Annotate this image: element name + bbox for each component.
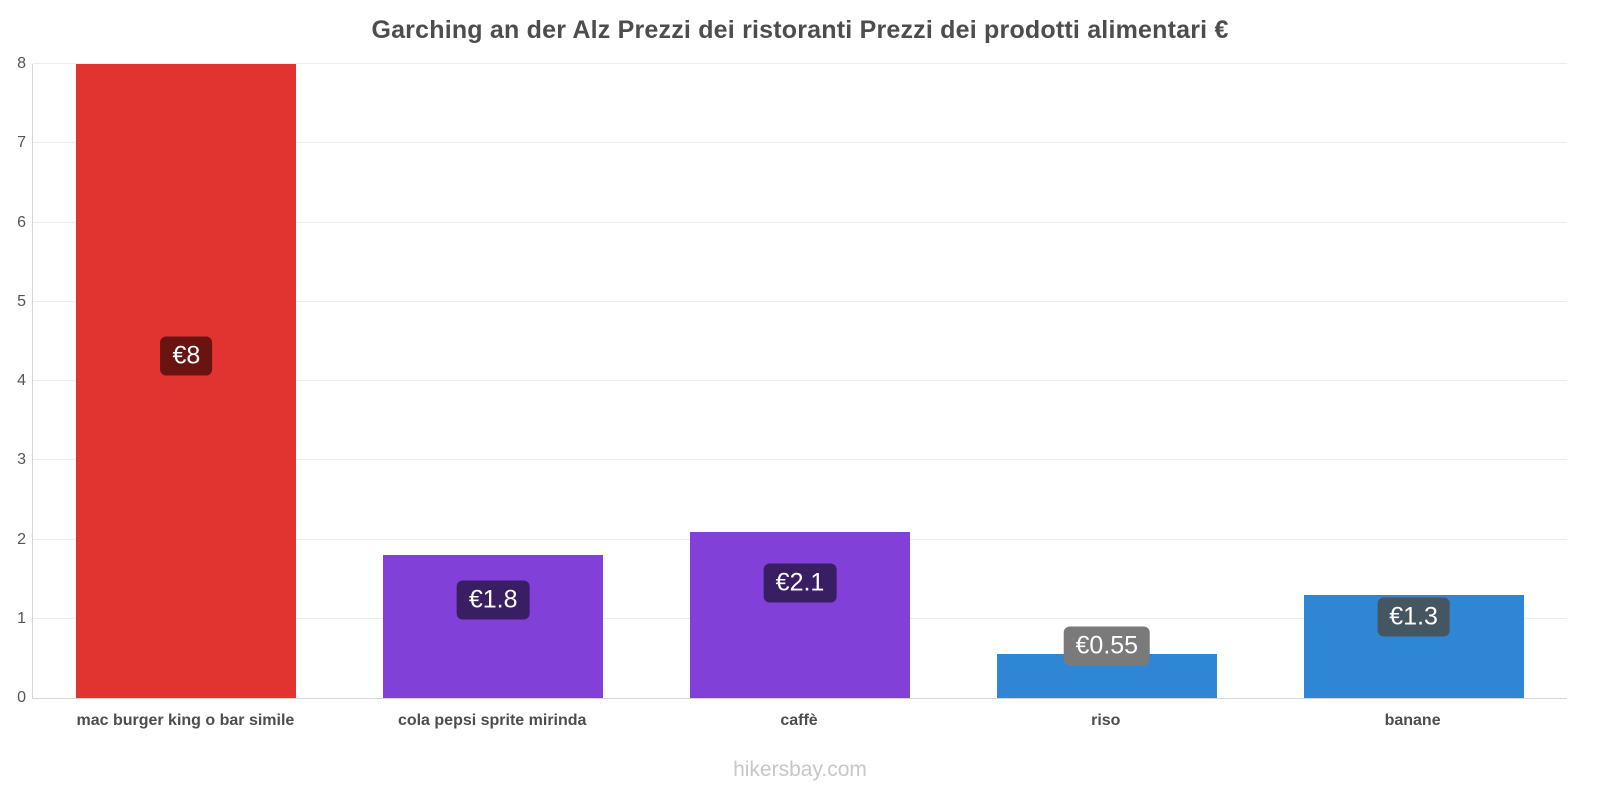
bar-value-label: €1.3 xyxy=(1377,597,1450,637)
y-axis-tick-label: 7 xyxy=(17,134,26,152)
bar-1 xyxy=(76,64,297,698)
gridline xyxy=(33,459,1567,461)
gridline xyxy=(33,300,1567,302)
gridline xyxy=(33,221,1567,223)
y-axis-tick-label: 6 xyxy=(17,213,26,231)
chart-title: Garching an der Alz Prezzi dei ristorant… xyxy=(371,16,1229,44)
x-category-label: riso xyxy=(1091,712,1121,729)
y-axis-tick-label: 2 xyxy=(17,530,26,548)
footer: hikersbay.com xyxy=(0,758,1600,782)
y-axis-tick-label: 0 xyxy=(17,689,26,706)
x-category-label: cola pepsi sprite mirinda xyxy=(397,712,587,729)
x-category-label: caffè xyxy=(780,712,818,729)
bar-value-label: €8 xyxy=(160,336,213,376)
footer-link[interactable]: hikersbay.com xyxy=(733,758,867,781)
x-category-label: mac burger king o bar simile xyxy=(76,712,295,729)
bar-value-label: €1.8 xyxy=(456,580,530,620)
y-axis-tick-label: 4 xyxy=(17,372,26,389)
bar-3 xyxy=(690,531,910,698)
bar-value-label: €2.1 xyxy=(763,563,837,603)
bar-2 xyxy=(383,555,604,698)
y-axis-tick-label: 3 xyxy=(17,451,26,469)
gridline xyxy=(33,380,1567,381)
gridline xyxy=(33,142,1567,144)
y-axis-tick-label: 5 xyxy=(17,292,26,310)
y-axis-tick-label: 8 xyxy=(17,55,26,72)
x-category-label: banane xyxy=(1384,712,1441,729)
y-axis-tick-label: 1 xyxy=(17,609,26,627)
bar-value-label: €0.55 xyxy=(1063,626,1151,666)
gridline xyxy=(33,63,1567,64)
plot-area: €8 €1.8 €2.1 €0.55 €1.3 xyxy=(32,63,1567,699)
